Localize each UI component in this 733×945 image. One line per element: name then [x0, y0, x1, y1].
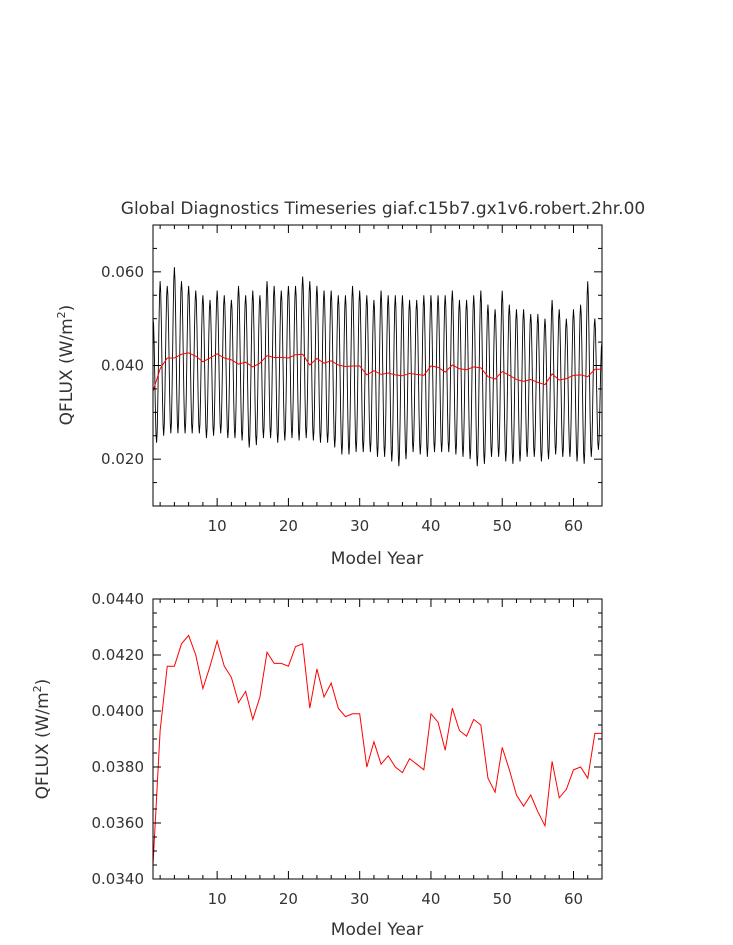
top-x-tick-label: 20: [279, 517, 298, 535]
bottom-x-tick-label: 50: [493, 890, 512, 908]
top-x-tick-label: 10: [208, 517, 227, 535]
bottom-plot-frame: [152, 598, 603, 880]
top-series-annual: [152, 352, 602, 392]
bottom-x-tick-label: 20: [279, 890, 298, 908]
top-axis-ticks: 10 20 30 40 50 60 0.020 0.040 0.060: [101, 224, 603, 535]
bottom-x-tick-label: 30: [350, 890, 369, 908]
bottom-y-tick-label: 0.0440: [92, 590, 145, 608]
bottom-y-tick-label: 0.0420: [92, 646, 145, 664]
top-x-tick-label: 50: [493, 517, 512, 535]
top-x-tick-label: 30: [350, 517, 369, 535]
top-x-tick-label: 60: [564, 517, 583, 535]
top-x-axis-label: Model Year: [331, 549, 423, 569]
chart-title: Global Diagnostics Timeseries giaf.c15b7…: [121, 199, 645, 219]
bottom-y-tick-label: 0.0360: [92, 814, 145, 832]
top-y-tick-label: 0.020: [101, 450, 144, 468]
top-series-monthly: [152, 267, 603, 467]
bottom-y-tick-label: 0.0380: [92, 758, 145, 776]
bottom-x-tick-label: 10: [208, 890, 227, 908]
top-y-tick-label: 0.060: [101, 263, 144, 281]
bottom-series-annual: [152, 634, 602, 866]
top-y-axis-label: QFLUX (W/m2): [55, 305, 77, 426]
bottom-y-tick-label: 0.0400: [92, 702, 145, 720]
bottom-axis-ticks: 10 20 30 40 50 60 0.0340 0.0360 0.0380 0.0400 0.04…: [92, 590, 603, 908]
top-plot-marks: [152, 267, 603, 467]
top-y-tick-label: 0.040: [101, 357, 144, 375]
bottom-y-axis-label: QFLUX (W/m2): [31, 679, 53, 800]
top-plot-frame: [152, 224, 603, 507]
bottom-x-axis-label: Model Year: [331, 920, 423, 940]
bottom-x-tick-label: 60: [564, 890, 583, 908]
bottom-panel: 10 20 30 40 50 60 0.0340 0.0360 0.0380 0.0400 0.04…: [31, 590, 603, 940]
bottom-x-tick-label: 40: [421, 890, 440, 908]
top-panel: 10 20 30 40 50 60 0.020 0.040 0.060 Model Year Q…: [55, 224, 603, 569]
bottom-plot-marks: [152, 634, 602, 866]
bottom-y-tick-label: 0.0340: [92, 870, 145, 888]
top-x-tick-label: 40: [421, 517, 440, 535]
